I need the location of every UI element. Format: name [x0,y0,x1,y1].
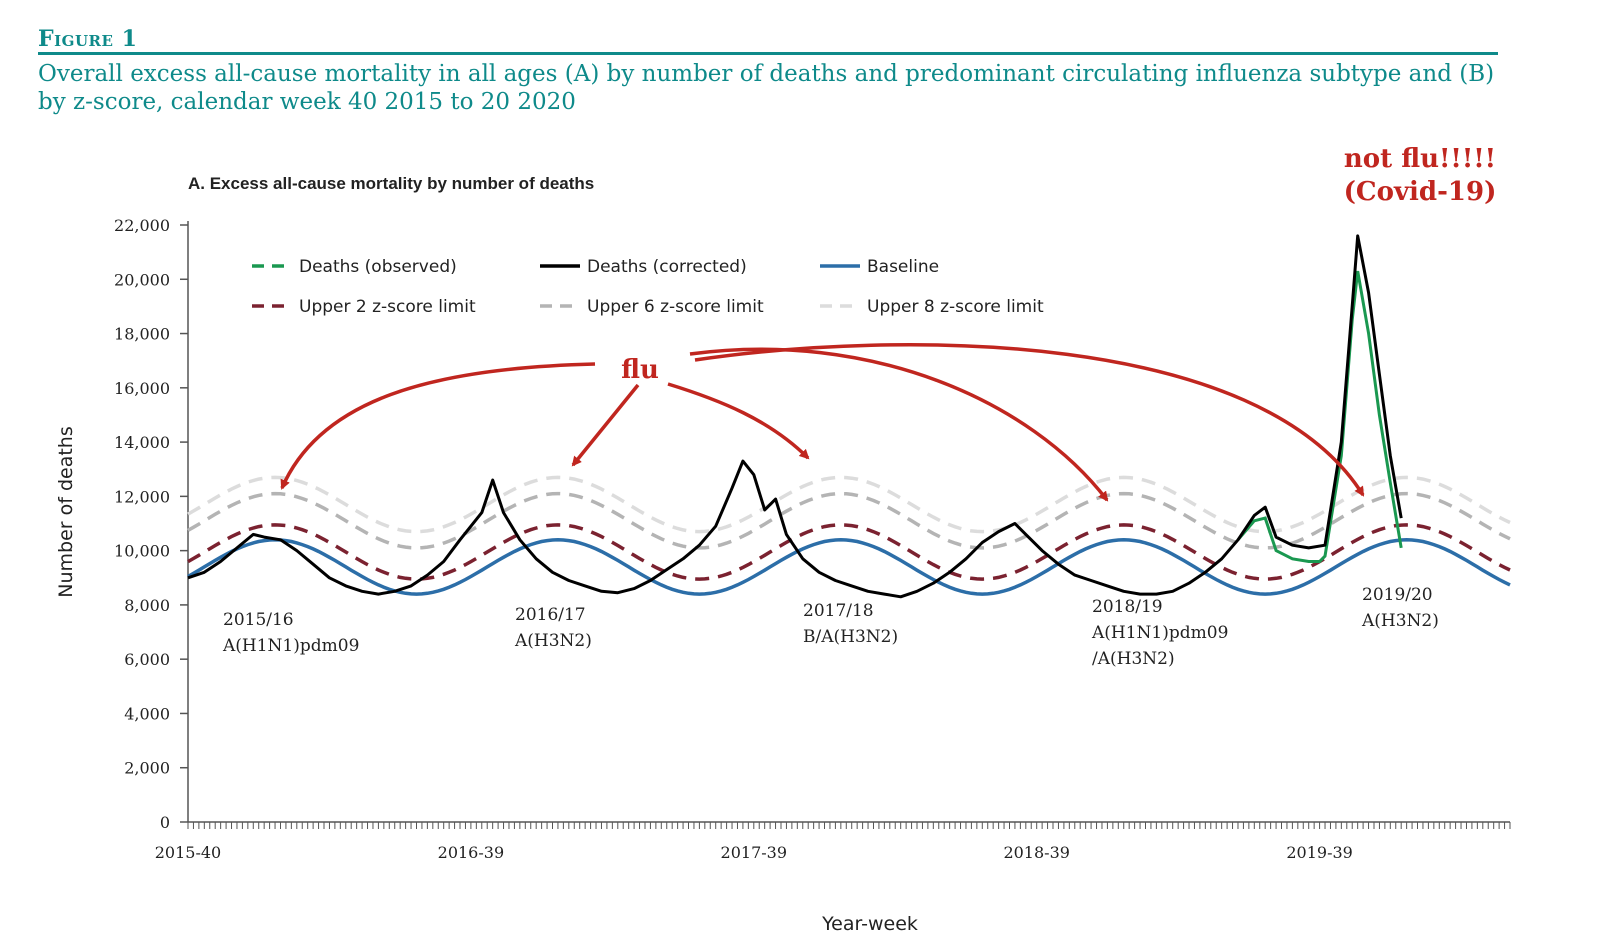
flu-arrow-2016-17 [571,383,640,467]
x-tick-label: 2016-39 [438,843,504,862]
legend-label-corrected: Deaths (corrected) [587,257,747,277]
season-subtype: A(H3N2) [1361,611,1439,631]
season-label-3: 2018/19 A(H1N1)pdm09/A(H3N2) [1091,597,1228,669]
legend: Deaths (observed) Deaths (corrected) Basel… [252,257,1044,317]
series-upper-8-z-score-limit [187,475,1511,534]
season-name: 2018/19 [1092,597,1163,617]
y-tick-label: 14,000 [114,433,170,452]
y-axis-label: Number of deaths [55,426,77,598]
chart-title: A. Excess all-cause mortality by number … [188,174,594,193]
season-subtype: A(H3N2) [514,631,592,651]
y-tick-label: 4,000 [124,704,170,723]
covid-annotation: not flu!!!!! (Covid-19) [1344,144,1497,207]
x-tick-label: 2019-39 [1286,843,1352,862]
y-tick-label: 6,000 [124,650,170,669]
season-label-1: 2016/17 A(H3N2) [514,605,592,651]
y-tick-label: 10,000 [114,542,170,561]
x-tick-label: 2018-39 [1003,843,1069,862]
legend-label-z6: Upper 6 z-score limit [587,297,764,317]
legend-label-z8: Upper 8 z-score limit [867,297,1044,317]
season-labels: 2015/16 A(H1N1)pdm09 2016/17 A(H3N2) 2017/18… [222,585,1439,669]
covid-label-line2: (Covid-19) [1344,177,1497,207]
legend-item-observed: Deaths (observed) [252,257,457,277]
y-tick-label: 8,000 [124,596,170,615]
flu-arrow-2017-18 [667,382,810,460]
x-axis: 2015-40 2016-39 2017-39 2018-39 2019-39 [155,821,1511,862]
series-upper-2-z-score-limit [187,523,1511,581]
x-tick-label: 2015-40 [155,843,221,862]
season-subtype: A(H1N1)pdm09 [222,636,359,656]
flu-annotation: flu [280,343,1365,502]
y-tick-label: 18,000 [114,325,170,344]
y-tick-label: 22,000 [114,216,170,235]
y-tick-label: 2,000 [124,759,170,778]
season-label-2: 2017/18 B/A(H3N2) [803,601,898,647]
x-tick-label: 2017-39 [721,843,787,862]
season-name: 2017/18 [803,601,874,621]
legend-label-baseline: Baseline [867,257,939,277]
season-subtype: A(H1N1)pdm09 [1091,623,1228,643]
legend-item-baseline: Baseline [820,257,939,277]
flu-arrow-2015-16 [280,362,596,490]
flu-label: flu [621,355,659,385]
y-tick-label: 16,000 [114,379,170,398]
season-name: 2019/20 [1362,585,1433,605]
season-label-4: 2019/20 A(H3N2) [1361,585,1439,631]
legend-item-z8: Upper 8 z-score limit [820,297,1044,317]
x-axis-label: Year-week [821,913,918,935]
season-subtype-second: /A(H3N2) [1092,649,1175,669]
season-subtype: B/A(H3N2) [803,627,898,647]
season-name: 2015/16 [223,610,294,630]
series-upper-6-z-score-limit [187,491,1511,550]
y-axis: 0 2,000 4,000 6,000 8,000 10,000 12,000 14,000 1… [114,216,189,832]
y-tick-label: 12,000 [114,487,170,506]
series-baseline [187,538,1511,596]
figure-divider [38,52,1498,55]
series-deaths-corrected [187,234,1403,599]
flu-arrow-2019-20 [694,343,1365,497]
figure-caption: Overall excess all-cause mortality in al… [38,61,1495,115]
season-label-0: 2015/16 A(H1N1)pdm09 [222,610,359,656]
legend-item-corrected: Deaths (corrected) [540,257,747,277]
legend-label-observed: Deaths (observed) [299,257,457,277]
season-name: 2016/17 [515,605,586,625]
y-tick-label: 0 [160,813,170,832]
flu-arrow-2018-19 [689,347,1109,502]
figure-label: Figure 1 [38,26,138,52]
covid-label-line1: not flu!!!!! [1344,144,1496,174]
legend-item-z2: Upper 2 z-score limit [252,297,476,317]
legend-item-z6: Upper 6 z-score limit [540,297,764,317]
series-layer [187,234,1511,599]
y-tick-label: 20,000 [114,270,170,289]
legend-label-z2: Upper 2 z-score limit [299,297,476,317]
series-deaths-observed [1236,270,1403,563]
